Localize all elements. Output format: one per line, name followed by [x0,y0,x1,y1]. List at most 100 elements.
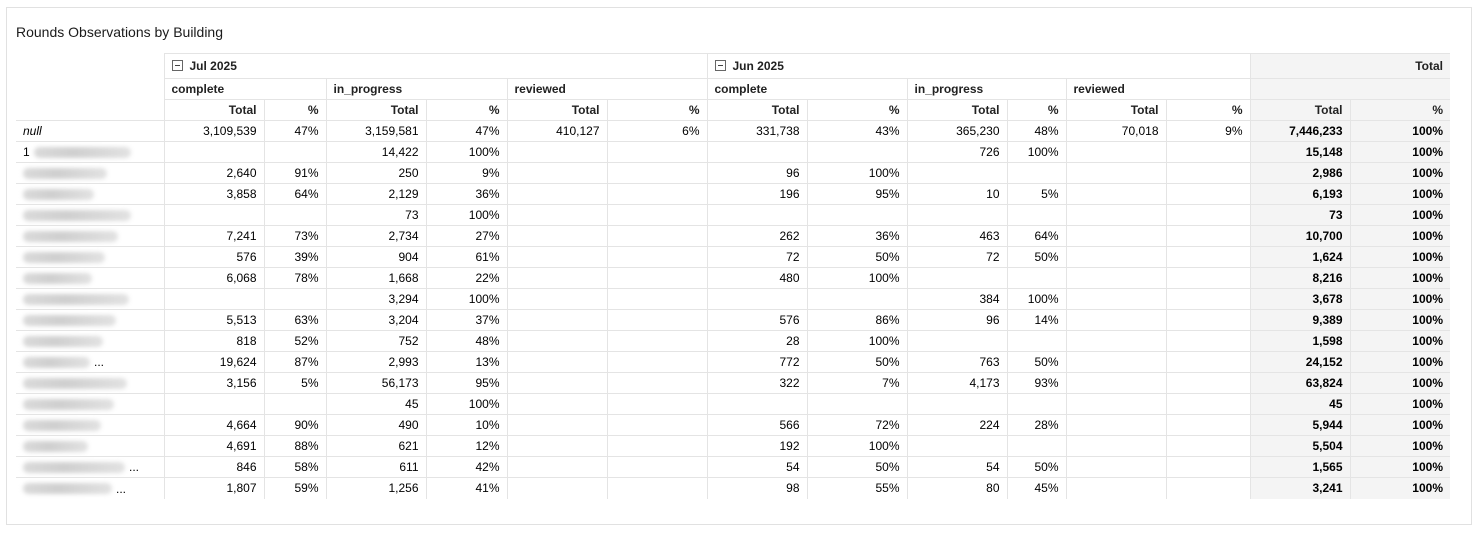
row-label [16,246,164,268]
table-row[interactable]: 45 100% 45 100% [16,393,1450,415]
row-label-text: null [23,124,42,138]
grand-total-cell: 3,241 [1249,477,1350,499]
grand-total-header: Total [1249,53,1450,79]
grand-total-spacer [1249,78,1450,100]
value-cell [506,204,607,226]
value-cell: 1,807 [163,477,264,499]
pct-cell: 88% [263,435,326,457]
pct-cell: 37% [425,309,507,331]
grand-total-pct-cell: 100% [1349,162,1450,184]
pct-cell [806,288,907,310]
table-row[interactable]: 3,156 5% 56,173 95% 322 7% 4,173 93% 63,824 100% [16,372,1450,394]
pct-cell: 5% [1006,183,1066,205]
value-cell [1065,183,1166,205]
value-cell: 4,691 [163,435,264,457]
pct-cell [606,225,707,247]
value-cell [1065,330,1166,352]
grand-total-cell: 45 [1249,393,1350,415]
table-row[interactable]: 3,294 100% 384 100% 3,678 100% [16,288,1450,310]
table-row[interactable]: 4,691 88% 621 12% 192 100% 5,504 100% [16,435,1450,457]
value-cell [506,246,607,268]
row-label [16,309,164,331]
value-cell: 772 [706,351,807,373]
table-row[interactable]: 4,664 90% 490 10% 566 72% 224 28% 5,944 100% [16,414,1450,436]
row-label [16,162,164,184]
pct-cell: 50% [1006,246,1066,268]
value-cell [1065,162,1166,184]
grand-total-cell: 24,152 [1249,351,1350,373]
table-row[interactable]: 1 14,422 100% 726 100% 15,148 100% [16,141,1450,163]
table-row[interactable]: ... 1,807 59% 1,256 41% 98 55% 80 45% 3,241 100% [16,477,1450,499]
table-row[interactable]: 6,068 78% 1,668 22% 480 100% 8,216 100% [16,267,1450,289]
grand-total-pct-cell: 100% [1349,246,1450,268]
pct-cell: 91% [263,162,326,184]
pct-cell: 100% [425,141,507,163]
row-label [16,414,164,436]
pct-cell: 64% [263,183,326,205]
grand-total-pct-cell: 100% [1349,141,1450,163]
grand-total-pct-cell: 100% [1349,267,1450,289]
pct-cell [606,456,707,478]
pct-cell [606,351,707,373]
value-cell: 262 [706,225,807,247]
row-label-prefix: 1 [23,145,30,160]
pct-cell: 36% [806,225,907,247]
pct-cell: 13% [425,351,507,373]
pct-cell [1006,204,1066,226]
pct-cell [606,309,707,331]
value-cell [1065,414,1166,436]
value-cell: 3,109,539 [163,120,264,142]
value-cell [506,372,607,394]
value-cell: 576 [163,246,264,268]
pct-cell: 100% [425,288,507,310]
table-row[interactable]: 576 39% 904 61% 72 50% 72 50% 1,624 100% [16,246,1450,268]
value-cell: 621 [325,435,426,457]
table-row[interactable]: ... 19,624 87% 2,993 13% 772 50% 763 50% 24,152 10… [16,351,1450,373]
row-label [16,393,164,415]
table-row[interactable]: 3,858 64% 2,129 36% 196 95% 10 5% 6,193 100% [16,183,1450,205]
value-cell: 1,256 [325,477,426,499]
measure-header-pct: % [1165,99,1250,121]
value-cell: 611 [325,456,426,478]
period-header-jun: Jun 2025 [706,53,1250,79]
table-row[interactable]: 5,513 63% 3,204 37% 576 86% 96 14% 9,389 100% [16,309,1450,331]
value-cell: 72 [906,246,1007,268]
value-cell: 384 [906,288,1007,310]
status-header-in-progress: in_progress [325,78,507,100]
value-cell [1065,435,1166,457]
value-cell: 28 [706,330,807,352]
value-cell: 54 [706,456,807,478]
redacted-building-name [23,378,127,390]
value-cell: 98 [706,477,807,499]
value-cell: 1,668 [325,267,426,289]
pct-cell [1165,477,1250,499]
pct-cell: 64% [1006,225,1066,247]
value-cell [906,393,1007,415]
grand-total-cell: 10,700 [1249,225,1350,247]
period-label: Jun 2025 [732,59,784,73]
value-cell: 56,173 [325,372,426,394]
pct-cell: 72% [806,414,907,436]
pct-cell [1165,162,1250,184]
row-label [16,183,164,205]
pct-cell [1165,246,1250,268]
row-label: 1 [16,141,164,163]
grand-total-pct-cell: 100% [1349,225,1450,247]
table-row[interactable]: ... 846 58% 611 42% 54 50% 54 50% 1,565 100% [16,456,1450,478]
table-row[interactable]: 818 52% 752 48% 28 100% 1,598 100% [16,330,1450,352]
collapse-toggle-icon[interactable] [171,60,183,71]
collapse-toggle-icon[interactable] [714,60,726,71]
value-cell: 331,738 [706,120,807,142]
pct-cell [606,435,707,457]
redacted-building-name [23,294,129,306]
table-row[interactable]: 73 100% 73 100% [16,204,1450,226]
measure-header-total: Total [1065,99,1166,121]
table-row[interactable]: 2,640 91% 250 9% 96 100% 2,986 100% [16,162,1450,184]
pct-cell: 42% [425,456,507,478]
table-row[interactable]: null 3,109,539 47% 3,159,581 47% 410,127 6% 331… [16,120,1450,142]
redacted-building-name [23,168,107,180]
value-cell [506,162,607,184]
table-row[interactable]: 7,241 73% 2,734 27% 262 36% 463 64% 10,700 100% [16,225,1450,247]
grand-total-pct-cell: 100% [1349,435,1450,457]
row-label: ... [16,477,164,499]
